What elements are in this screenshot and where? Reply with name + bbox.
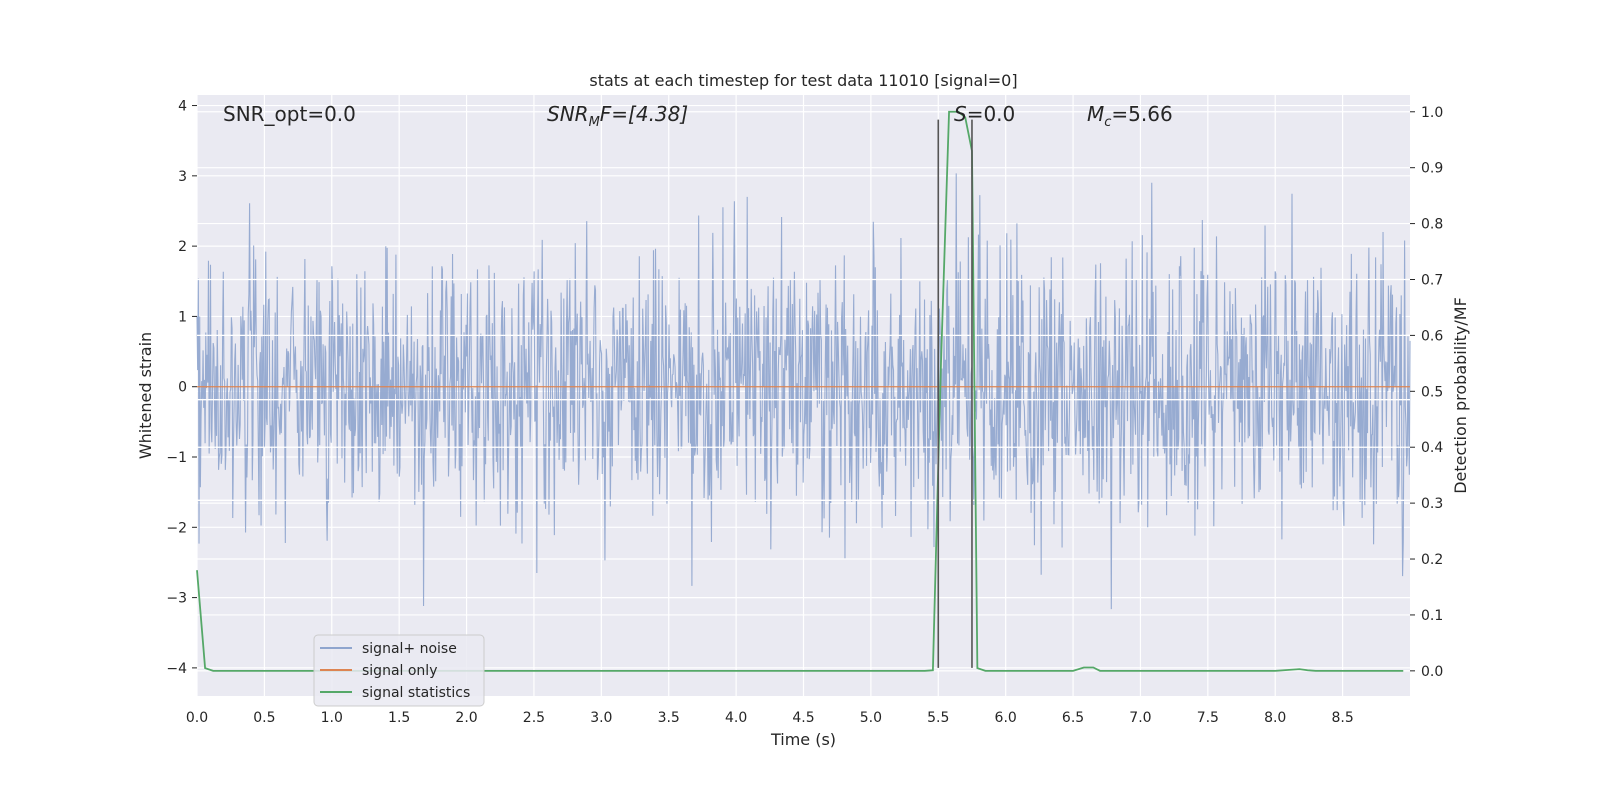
x-tick-label: 3.5 bbox=[658, 710, 680, 726]
grid-layer bbox=[196, 95, 1410, 696]
annotation-s-value: =0.0 bbox=[967, 102, 1016, 126]
y2-axis-label: Detection probability/MF bbox=[1451, 297, 1470, 494]
y-tick-label: −1 bbox=[166, 450, 187, 466]
annotation-mc-symbol: M bbox=[1087, 102, 1104, 126]
x-tick-label: 4.0 bbox=[725, 710, 747, 726]
annotation-snr-mf-value: F=[4.38] bbox=[600, 102, 688, 126]
x-tick-label: 7.0 bbox=[1129, 710, 1151, 726]
reference-lines-layer bbox=[197, 278, 1410, 501]
y-tick-label: 1 bbox=[178, 309, 187, 325]
chart-title: stats at each timestep for test data 110… bbox=[589, 71, 1017, 90]
x-tick-label: 6.0 bbox=[995, 710, 1017, 726]
x-axis-label: Time (s) bbox=[770, 730, 836, 749]
y2-tick-label: 0.6 bbox=[1421, 328, 1443, 344]
annotation-s: S=0.0 bbox=[954, 102, 1015, 126]
y2-tick-label: 0.1 bbox=[1421, 608, 1443, 624]
y2-tick-label: 0.3 bbox=[1421, 496, 1443, 512]
x-tick-label: 0.0 bbox=[186, 710, 208, 726]
y-axis-label: Whitened strain bbox=[136, 332, 155, 459]
x-tick-label: 1.5 bbox=[388, 710, 410, 726]
x-tick-label: 4.5 bbox=[792, 710, 814, 726]
annotation-snr-mf: SNRMF=[4.38] bbox=[547, 102, 688, 130]
x-tick-label: 3.0 bbox=[590, 710, 612, 726]
series-signal-noise bbox=[196, 173, 1411, 610]
y-tick-label: 2 bbox=[178, 239, 187, 255]
y2-tick-label: 0.7 bbox=[1421, 272, 1443, 288]
annotation-mc-subscript: c bbox=[1104, 115, 1111, 130]
noise-series-layer bbox=[196, 173, 1411, 610]
x-tick-label: 2.5 bbox=[523, 710, 545, 726]
y2-tick-label: 0.2 bbox=[1421, 552, 1443, 568]
x-tick-label: 8.0 bbox=[1264, 710, 1286, 726]
x-tick-label: 7.5 bbox=[1197, 710, 1219, 726]
y2-tick-label: 0.9 bbox=[1421, 161, 1443, 177]
y2-tick-label: 0.4 bbox=[1421, 440, 1443, 456]
x-tick-label: 1.0 bbox=[321, 710, 343, 726]
y-tick-label: −4 bbox=[166, 661, 187, 677]
annotation-snr-opt: SNR_opt=0.0 bbox=[223, 102, 356, 126]
y2-tick-label: 0.0 bbox=[1421, 664, 1443, 680]
tick-labels-layer: 0.0 0.5 1.0 1.5 2.0 2.5 3.0 3.5 4.0 4.5 5.0 5.5 6.0 6… bbox=[166, 99, 1443, 726]
legend-label-signal-statistics: signal statistics bbox=[362, 685, 470, 701]
y2-tick-label: 0.8 bbox=[1421, 217, 1443, 233]
y-tick-label: 3 bbox=[178, 169, 187, 185]
legend-box bbox=[313, 634, 485, 707]
event-boundary-lines-layer bbox=[937, 119, 973, 668]
x-tick-label: 6.5 bbox=[1062, 710, 1084, 726]
legend-label-signal-noise: signal+ noise bbox=[362, 641, 457, 657]
x-tick-label: 5.5 bbox=[927, 710, 949, 726]
annotation-snr-mf-subscript: M bbox=[589, 115, 600, 130]
y-tick-label: 4 bbox=[178, 99, 187, 115]
y2-tick-label: 0.5 bbox=[1421, 384, 1443, 400]
annotation-s-symbol: S bbox=[954, 102, 967, 126]
y2-tick-label: 1.0 bbox=[1421, 105, 1443, 121]
y-tick-label: −2 bbox=[166, 520, 187, 536]
annotation-snr-mf-symbol: SNR bbox=[547, 102, 589, 126]
legend: signal+ noise signal only signal statist… bbox=[313, 634, 485, 707]
x-tick-label: 0.5 bbox=[253, 710, 275, 726]
x-tick-label: 2.0 bbox=[455, 710, 477, 726]
y-tick-label: 0 bbox=[178, 380, 187, 396]
annotation-chirp-mass: Mc=5.66 bbox=[1087, 102, 1173, 130]
y-tick-label: −3 bbox=[166, 591, 187, 607]
x-tick-label: 8.5 bbox=[1331, 710, 1353, 726]
annotation-mc-value: =5.66 bbox=[1111, 102, 1172, 126]
x-tick-label: 5.0 bbox=[860, 710, 882, 726]
legend-label-signal-only: signal only bbox=[362, 663, 437, 679]
